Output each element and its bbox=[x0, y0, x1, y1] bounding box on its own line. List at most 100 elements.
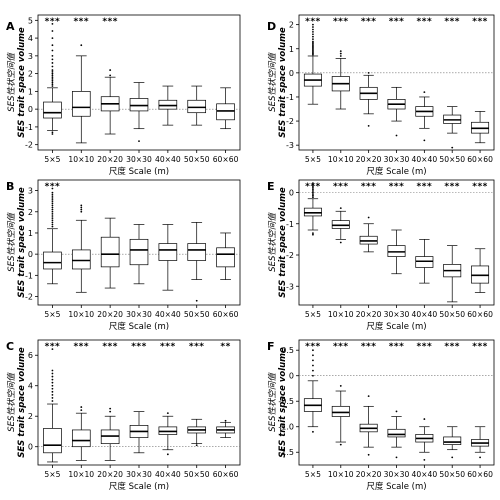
significance-label: *** bbox=[444, 182, 460, 192]
box-40×40 bbox=[158, 412, 178, 456]
x-tick-label: 40×40 bbox=[412, 470, 438, 479]
outlier-point bbox=[312, 354, 314, 357]
iqr-box bbox=[216, 247, 235, 268]
box-10×10 bbox=[331, 385, 350, 446]
x-tick-label: 20×20 bbox=[356, 155, 382, 164]
iqr-box bbox=[71, 249, 91, 270]
x-tick-label: 50×50 bbox=[439, 155, 465, 164]
iqr-box bbox=[43, 101, 62, 119]
y-tick-label: 1 bbox=[28, 229, 33, 238]
outlier-point bbox=[51, 387, 54, 390]
outlier-point bbox=[51, 76, 54, 79]
y-tick-label: 5 bbox=[28, 16, 33, 25]
x-tick-label: 5×5 bbox=[305, 155, 321, 164]
significance-label: *** bbox=[160, 342, 176, 352]
outlier-point bbox=[51, 210, 54, 213]
outlier-point bbox=[195, 444, 198, 447]
box-30×30 bbox=[387, 410, 406, 459]
x-tick-label: 5×5 bbox=[305, 310, 321, 319]
outlier-point bbox=[395, 456, 398, 459]
outlier-point bbox=[312, 364, 314, 367]
outlier-point bbox=[312, 430, 314, 433]
outlier-point bbox=[51, 65, 54, 68]
outlier-point bbox=[51, 225, 54, 228]
outlier-point bbox=[51, 223, 54, 226]
outlier-point bbox=[312, 186, 314, 189]
y-tick-label: -2 bbox=[25, 141, 33, 150]
y-tick-label: 2 bbox=[28, 70, 33, 79]
outlier-point bbox=[166, 453, 169, 456]
significance-label: *** bbox=[444, 17, 460, 27]
box-10×10 bbox=[331, 207, 350, 244]
outlier-point bbox=[80, 206, 83, 209]
panel-letter: B bbox=[6, 180, 14, 193]
outlier-point bbox=[51, 369, 54, 372]
y-axis-label-en: SES trait space volume bbox=[278, 347, 288, 458]
box-60×60 bbox=[216, 87, 235, 130]
y-tick-label: -1 bbox=[25, 271, 33, 280]
box-5×5 bbox=[43, 187, 62, 285]
x-tick-label: 5×5 bbox=[44, 470, 60, 479]
box-20×20 bbox=[100, 407, 120, 461]
outlier-point bbox=[51, 212, 54, 215]
y-tick-label: -1 bbox=[286, 93, 294, 102]
x-axis-label: 尺度 Scale (m) bbox=[366, 481, 426, 492]
iqr-box bbox=[43, 428, 62, 454]
box-20×20 bbox=[100, 69, 120, 135]
significance-label: *** bbox=[305, 17, 321, 27]
y-tick-label: 3 bbox=[28, 187, 33, 196]
outlier-point bbox=[195, 299, 198, 302]
panel-D: -3 -2 -1 0 1 2 5×5 *** 10×10 *** 20×20 *** 30×30 *** 4… bbox=[267, 14, 495, 177]
box-60×60 bbox=[216, 232, 235, 280]
outlier-point bbox=[51, 69, 54, 71]
outlier-point bbox=[451, 146, 454, 149]
outlier-point bbox=[51, 74, 54, 77]
y-tick-label: 2 bbox=[28, 412, 33, 421]
significance-label: *** bbox=[389, 17, 405, 27]
outlier-point bbox=[312, 33, 314, 36]
significance-label: *** bbox=[472, 182, 488, 192]
outlier-point bbox=[312, 232, 314, 235]
box-50×50 bbox=[443, 245, 462, 303]
outlier-point bbox=[312, 194, 314, 197]
outlier-point bbox=[51, 381, 54, 384]
outlier-point bbox=[367, 395, 370, 398]
panel-E: -3 -2 -1 0 5×5 *** 10×10 *** 20×20 *** 30×30 *** 40×… bbox=[267, 179, 495, 332]
x-tick-label: 40×40 bbox=[412, 310, 438, 319]
y-tick-label: -1.5 bbox=[278, 448, 294, 457]
outlier-point bbox=[312, 193, 314, 195]
outlier-point bbox=[312, 374, 314, 377]
x-tick-label: 10×10 bbox=[68, 310, 94, 319]
outlier-point bbox=[51, 62, 54, 64]
outlier-point bbox=[51, 215, 54, 217]
outlier-point bbox=[51, 58, 54, 61]
y-tick-label: -3 bbox=[286, 282, 294, 291]
box-20×20 bbox=[359, 395, 378, 456]
outlier-point bbox=[51, 83, 54, 86]
x-tick-label: 50×50 bbox=[439, 470, 465, 479]
box-30×30 bbox=[129, 411, 149, 454]
y-tick-label: -2 bbox=[286, 117, 294, 126]
outlier-point bbox=[51, 200, 54, 203]
x-tick-label: 10×10 bbox=[68, 470, 94, 479]
outlier-point bbox=[312, 359, 314, 362]
outlier-point bbox=[312, 28, 314, 31]
outlier-point bbox=[51, 72, 54, 75]
outlier-point bbox=[339, 241, 342, 244]
y-tick-label: 3 bbox=[28, 52, 33, 61]
outlier-point bbox=[51, 208, 54, 211]
outlier-point bbox=[109, 74, 112, 77]
iqr-box bbox=[71, 91, 91, 117]
y-tick-label: 4 bbox=[28, 382, 33, 391]
y-tick-label: 2 bbox=[28, 208, 33, 217]
y-axis-label-cn: SES性状空间值 bbox=[267, 212, 278, 272]
significance-label: *** bbox=[417, 17, 433, 27]
iqr-box bbox=[43, 251, 62, 270]
outlier-point bbox=[80, 208, 83, 211]
outlier-point bbox=[339, 207, 342, 210]
y-tick-label: 4 bbox=[28, 34, 33, 43]
outlier-point bbox=[51, 378, 54, 381]
box-30×30 bbox=[129, 82, 149, 143]
outlier-point bbox=[451, 456, 454, 459]
